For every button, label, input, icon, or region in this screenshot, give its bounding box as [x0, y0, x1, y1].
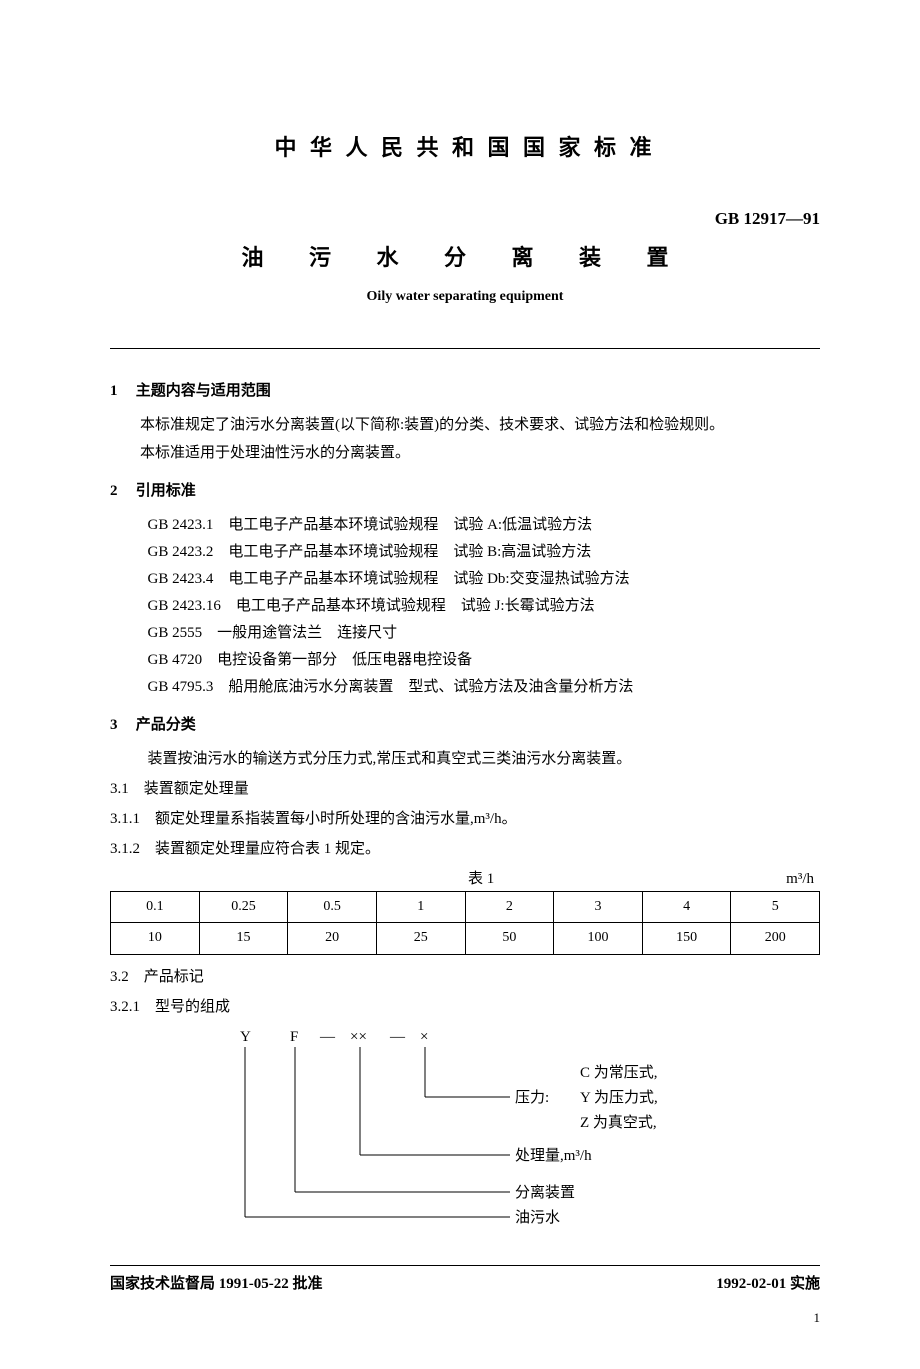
section-3-2-title: 产品标记 — [144, 969, 204, 985]
section-1-p1: 本标准规定了油污水分离装置(以下简称:装置)的分类、技术要求、试验方法和检验规则… — [140, 413, 820, 437]
section-3-1-2-text: 装置额定处理量应符合表 1 规定。 — [155, 841, 380, 857]
diag-Y: Y — [240, 1029, 251, 1045]
title-separator — [110, 348, 820, 349]
ref-1: GB 2423.2 电工电子产品基本环境试验规程 试验 B:高温试验方法 — [148, 540, 821, 564]
table-1-unit: m³/h — [786, 867, 814, 891]
table-cell: 15 — [199, 923, 288, 954]
diag-label-oily: 油污水 — [515, 1209, 560, 1226]
table-cell: 150 — [642, 923, 731, 954]
diag-label-pressure: 压力: — [515, 1089, 549, 1106]
table-row: 10 15 20 25 50 100 150 200 — [111, 923, 820, 954]
diag-opt-c: C 为常压式, — [580, 1064, 658, 1081]
ref-3: GB 2423.16 电工电子产品基本环境试验规程 试验 J:长霉试验方法 — [148, 594, 821, 618]
diag-opt-y: Y 为压力式, — [580, 1089, 658, 1106]
section-3-title: 产品分类 — [136, 717, 196, 733]
table-cell: 100 — [554, 923, 643, 954]
table-1-caption: 表 1 — [176, 867, 786, 891]
table-cell: 20 — [288, 923, 377, 954]
table-cell: 200 — [731, 923, 820, 954]
section-3-2-1: 3.2.1 型号的组成 — [110, 995, 820, 1019]
section-3-1-1-text: 额定处理量系指装置每小时所处理的含油污水量,m³/h。 — [155, 811, 517, 827]
section-3-p1: 装置按油污水的输送方式分压力式,常压式和真空式三类油污水分离装置。 — [148, 747, 821, 771]
table-cell: 5 — [731, 891, 820, 922]
section-2-num: 2 — [110, 479, 132, 503]
diag-X: × — [420, 1029, 428, 1045]
diag-opt-z: Z 为真空式, — [580, 1113, 657, 1131]
section-1-p2: 本标准适用于处理油性污水的分离装置。 — [140, 441, 820, 465]
table-cell: 4 — [642, 891, 731, 922]
table-cell: 25 — [376, 923, 465, 954]
section-2-title: 引用标准 — [136, 483, 196, 499]
diag-F: F — [290, 1029, 298, 1045]
diag-dash2: — — [389, 1029, 406, 1045]
diag-XX: ×× — [350, 1029, 367, 1045]
section-3-1: 3.1 装置额定处理量 — [110, 777, 820, 801]
table-cell: 1 — [376, 891, 465, 922]
section-1-heading: 1 主题内容与适用范围 — [110, 379, 820, 403]
section-3-heading: 3 产品分类 — [110, 713, 820, 737]
table-cell: 50 — [465, 923, 554, 954]
diagram-svg: Y F — ×× — × 压力: C 为常压式, Y 为压力式, Z 为真空式,… — [210, 1027, 730, 1227]
section-3-2-num: 3.2 — [110, 969, 129, 985]
table-row: 0.1 0.25 0.5 1 2 3 4 5 — [111, 891, 820, 922]
standard-number: GB 12917—91 — [110, 205, 820, 232]
table-cell: 3 — [554, 891, 643, 922]
section-1-num: 1 — [110, 379, 132, 403]
footer-approval: 国家技术监督局 1991-05-22 批准 — [110, 1272, 323, 1296]
section-3-1-2-num: 3.1.2 — [110, 841, 140, 857]
footer-effective: 1992-02-01 实施 — [716, 1272, 820, 1296]
section-3-num: 3 — [110, 713, 132, 737]
country-standard-title: 中 华 人 民 共 和 国 国 家 标 准 — [110, 130, 820, 165]
diag-dash1: — — [319, 1029, 336, 1045]
document-english-title: Oily water separating equipment — [110, 286, 820, 308]
diag-label-capacity: 处理量,m³/h — [515, 1147, 592, 1164]
ref-0: GB 2423.1 电工电子产品基本环境试验规程 试验 A:低温试验方法 — [148, 513, 821, 537]
ref-5: GB 4720 电控设备第一部分 低压电器电控设备 — [148, 648, 821, 672]
section-1-title: 主题内容与适用范围 — [136, 383, 271, 399]
ref-2: GB 2423.4 电工电子产品基本环境试验规程 试验 Db:交变湿热试验方法 — [148, 567, 821, 591]
ref-6: GB 4795.3 船用舱底油污水分离装置 型式、试验方法及油含量分析方法 — [148, 675, 821, 699]
section-3-1-1: 3.1.1 额定处理量系指装置每小时所处理的含油污水量,m³/h。 — [110, 807, 820, 831]
section-3-2: 3.2 产品标记 — [110, 965, 820, 989]
section-3-1-2: 3.1.2 装置额定处理量应符合表 1 规定。 — [110, 837, 820, 861]
section-3-2-1-num: 3.2.1 — [110, 999, 140, 1015]
table-cell: 2 — [465, 891, 554, 922]
page-number: 1 — [110, 1308, 820, 1329]
section-3-1-1-num: 3.1.1 — [110, 811, 140, 827]
section-3-1-num: 3.1 — [110, 781, 129, 797]
section-3-1-title: 装置额定处理量 — [144, 781, 249, 797]
table-cell: 0.25 — [199, 891, 288, 922]
table-caption-spacer — [116, 867, 176, 891]
ref-4: GB 2555 一般用途管法兰 连接尺寸 — [148, 621, 821, 645]
model-number-diagram: Y F — ×× — × 压力: C 为常压式, Y 为压力式, Z 为真空式,… — [210, 1027, 820, 1235]
section-3-2-1-title: 型号的组成 — [155, 999, 230, 1015]
section-2-heading: 2 引用标准 — [110, 479, 820, 503]
table-1-caption-row: 表 1 m³/h — [110, 867, 820, 891]
table-cell: 0.1 — [111, 891, 200, 922]
table-cell: 10 — [111, 923, 200, 954]
document-main-title: 油 污 水 分 离 装 置 — [110, 240, 820, 275]
diag-label-sep: 分离装置 — [515, 1184, 575, 1201]
table-cell: 0.5 — [288, 891, 377, 922]
table-1-wrapper: 表 1 m³/h 0.1 0.25 0.5 1 2 3 4 5 10 15 20… — [110, 867, 820, 955]
table-1: 0.1 0.25 0.5 1 2 3 4 5 10 15 20 25 50 10… — [110, 891, 820, 955]
footer-bar: 国家技术监督局 1991-05-22 批准 1992-02-01 实施 — [110, 1265, 820, 1296]
